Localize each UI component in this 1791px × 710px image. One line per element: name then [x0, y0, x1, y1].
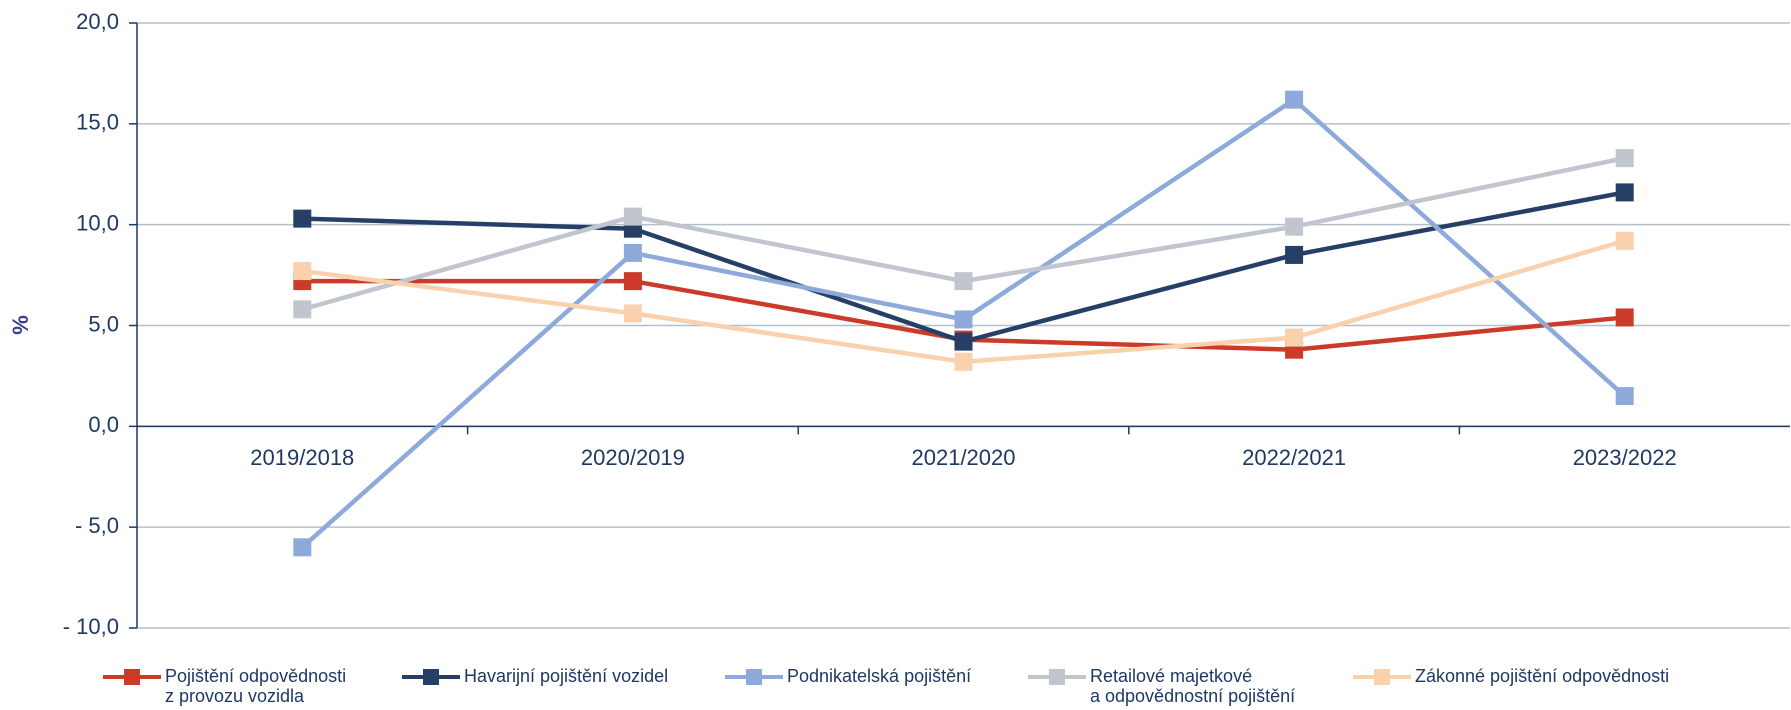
y-tick-label: 10,0 — [76, 210, 119, 235]
point-marker — [293, 300, 312, 319]
legend-swatch — [103, 666, 161, 688]
legend-marker — [746, 669, 762, 685]
y-tick-label: - 10,0 — [63, 614, 119, 639]
point-marker — [954, 310, 973, 329]
legend: Pojištění odpovědnosti z provozu vozidla… — [0, 666, 1791, 710]
chart: % - 10,0 - 5,0 0,0 5,0 10,0 15,0 20,0 2019/2018… — [8, 9, 1790, 639]
point-marker — [954, 272, 973, 291]
legend-swatch — [1028, 666, 1086, 688]
x-tick-label: 2021/2020 — [912, 445, 1016, 470]
legend-swatch — [725, 666, 783, 688]
point-marker — [1615, 387, 1634, 406]
point-marker — [1285, 245, 1304, 264]
point-marker — [1615, 149, 1634, 168]
legend-label: Retailové majetkové a odpovědnostní poji… — [1090, 666, 1296, 706]
y-tick-label: 0,0 — [88, 412, 119, 437]
y-tick-label: 15,0 — [76, 110, 119, 135]
legend-marker — [423, 669, 439, 685]
point-marker — [1615, 231, 1634, 250]
legend-label: Pojištění odpovědnosti z provozu vozidla — [165, 666, 347, 706]
point-marker — [293, 209, 312, 228]
point-marker — [623, 304, 642, 323]
point-marker — [623, 207, 642, 226]
point-marker — [293, 262, 312, 281]
point-marker — [293, 538, 312, 557]
point-marker — [1615, 308, 1634, 327]
legend-label: Zákonné pojištění odpovědnosti — [1415, 666, 1670, 686]
point-marker — [1285, 90, 1304, 109]
legend-item: Pojištění odpovědnosti z provozu vozidla — [103, 666, 346, 706]
legend-label: Havarijní pojištění vozidel — [464, 666, 669, 686]
legend-item: Retailové majetkové a odpovědnostní poji… — [1028, 666, 1295, 706]
legend-label: Podnikatelská pojištění — [787, 666, 972, 686]
point-marker — [954, 332, 973, 351]
legend-marker — [1374, 669, 1390, 685]
x-tick-label: 2020/2019 — [581, 445, 685, 470]
x-tick-label: 2019/2018 — [250, 445, 354, 470]
point-marker — [1285, 328, 1304, 347]
legend-item: Podnikatelská pojištění — [725, 666, 971, 688]
y-tick-label: 5,0 — [88, 311, 119, 336]
point-marker — [623, 272, 642, 291]
legend-item: Zákonné pojištění odpovědnosti — [1353, 666, 1669, 688]
point-marker — [1615, 183, 1634, 202]
x-tick-label: 2022/2021 — [1242, 445, 1346, 470]
legend-swatch — [1353, 666, 1411, 688]
y-tick-label: 20,0 — [76, 9, 119, 34]
point-marker — [623, 243, 642, 262]
legend-swatch — [402, 666, 460, 688]
y-axis-label: % — [8, 315, 33, 335]
legend-marker — [124, 669, 140, 685]
x-tick-label: 2023/2022 — [1573, 445, 1677, 470]
legend-marker — [1049, 669, 1065, 685]
y-tick-label: - 5,0 — [75, 513, 119, 538]
point-marker — [1285, 217, 1304, 236]
legend-item: Havarijní pojištění vozidel — [402, 666, 668, 688]
point-marker — [954, 352, 973, 371]
